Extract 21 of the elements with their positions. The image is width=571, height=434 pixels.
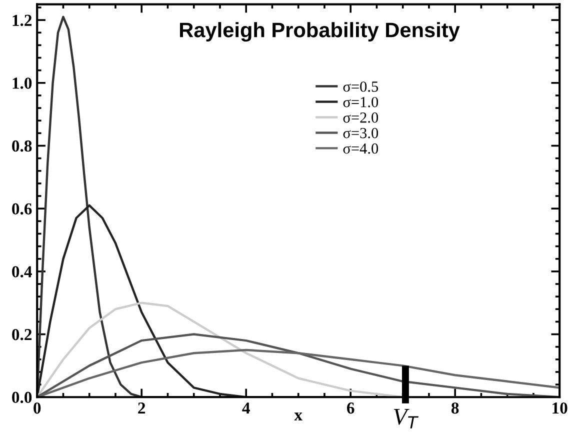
x-axis-title: x bbox=[294, 412, 302, 420]
annotation: V$_{T}$ bbox=[394, 409, 419, 428]
x-tick-label: 6 bbox=[347, 402, 354, 414]
x-tick-label: 2 bbox=[138, 402, 146, 414]
legend-label: σ=4.0 bbox=[343, 143, 378, 154]
y-tick-label: 1.0 bbox=[12, 78, 32, 89]
legend-label: σ=3.0 bbox=[343, 128, 378, 138]
y-tick-label: 0.6 bbox=[12, 203, 32, 215]
x-tick-label: 10 bbox=[552, 402, 568, 414]
x-tick-label: 0 bbox=[34, 402, 41, 414]
y-tick-label: 1.2 bbox=[12, 14, 32, 26]
legend-label: σ=1.0 bbox=[343, 96, 378, 108]
legend-label: σ=0.5 bbox=[343, 81, 378, 92]
y-tick-label: 0.0 bbox=[12, 392, 32, 404]
y-tick-label: 0.2 bbox=[12, 328, 32, 340]
x-tick-label: 4 bbox=[242, 402, 250, 414]
x-tick-label: 8 bbox=[451, 402, 459, 414]
legend-label: σ=2.0 bbox=[343, 112, 378, 123]
text: Rayleigh Probability Density bbox=[180, 22, 460, 42]
y-tick-label: 0.4 bbox=[12, 266, 32, 278]
y-tick-label: 0.8 bbox=[12, 140, 32, 152]
